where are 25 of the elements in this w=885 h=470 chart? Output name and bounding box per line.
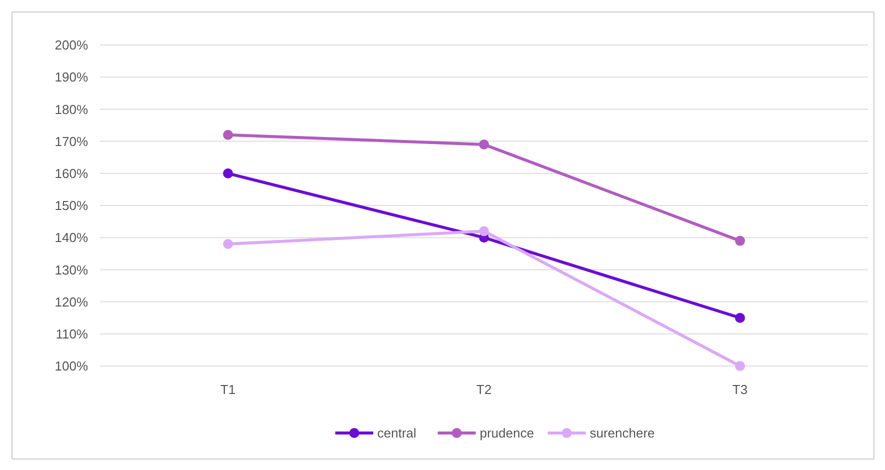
y-tick-label: 150%	[54, 198, 88, 214]
y-tick-label: 160%	[54, 166, 88, 181]
x-tick-label: T3	[732, 382, 748, 397]
legend-label: central	[377, 426, 416, 441]
y-tick-label: 100%	[54, 358, 88, 374]
point	[735, 236, 745, 246]
point	[223, 239, 233, 250]
point	[735, 312, 745, 323]
y-tick-label: 190%	[54, 70, 88, 85]
x-tick-label: T2	[476, 382, 492, 397]
point	[479, 226, 489, 236]
y-tick-label: 170%	[54, 134, 88, 149]
y-tick-label: 110%	[56, 326, 88, 342]
point	[223, 130, 233, 140]
y-tick-label: 200%	[54, 38, 88, 53]
y-tick-label: 180%	[54, 102, 88, 117]
y-tick-label: 120%	[54, 294, 88, 310]
legend-label: prudence	[480, 426, 534, 441]
y-tick-label: 130%	[54, 262, 88, 278]
point	[223, 168, 233, 178]
point	[735, 361, 745, 371]
legend-label: surenchere	[590, 426, 655, 441]
x-tick-label: T1	[220, 382, 236, 397]
point	[479, 140, 489, 150]
y-tick-label: 140%	[54, 230, 88, 246]
